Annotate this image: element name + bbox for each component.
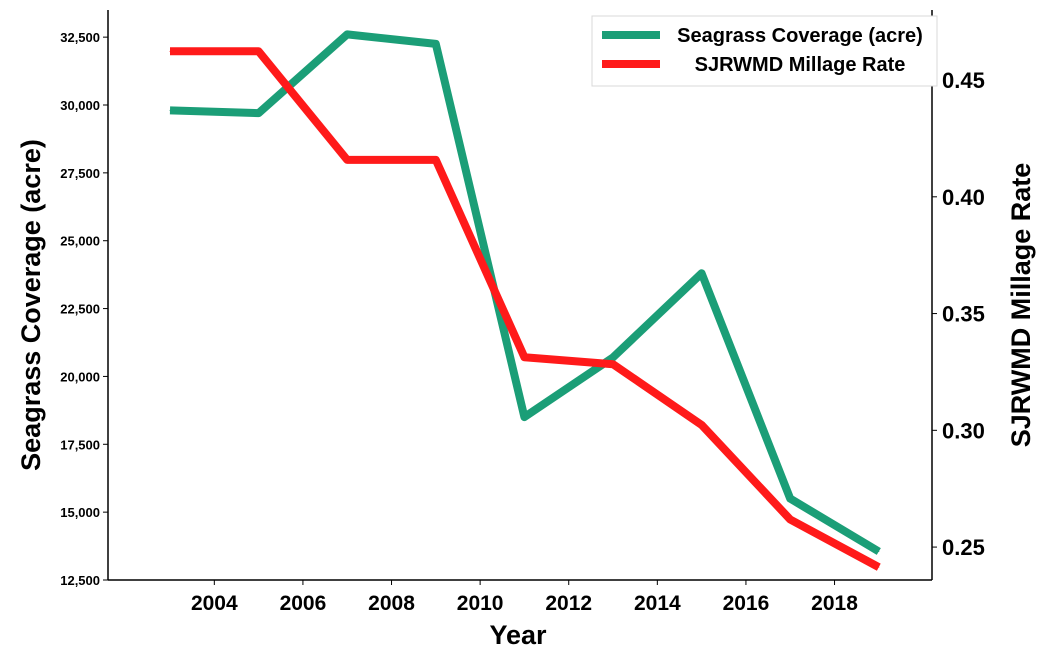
x-tick-label: 2006 (280, 592, 327, 615)
series-lines (169, 30, 881, 571)
y-left-tick-label: 27,500 (60, 166, 100, 181)
data-point (346, 159, 348, 161)
x-tick-label: 2016 (723, 592, 770, 615)
legend-box (591, 15, 938, 87)
data-point (435, 159, 437, 161)
y-left-tick-label: 30,000 (60, 98, 100, 113)
y-left-tick-label: 12,500 (60, 573, 100, 588)
y-right-tick-label: 0.35 (942, 302, 985, 327)
y-right-tick-label: 0.40 (942, 185, 985, 210)
x-tick-label: 2018 (811, 592, 858, 615)
x-tick-label: 2012 (545, 592, 592, 615)
series-line-millage-rate (170, 47, 881, 571)
y-axis-left-title: Seagrass Coverage (acre) (16, 139, 46, 471)
x-axis-title: Year (489, 620, 547, 650)
data-point (878, 551, 880, 552)
data-point (789, 519, 791, 521)
legend-label: SJRWMD Millage Rate (695, 54, 906, 76)
data-point (878, 566, 880, 568)
data-point (523, 356, 525, 358)
y-left-tick-label: 32,500 (60, 30, 100, 45)
data-point (612, 356, 614, 358)
axis-titles: Year Seagrass Coverage (acre) SJRWMD Mil… (16, 139, 1036, 650)
data-point (701, 424, 703, 426)
y-left-tick-label: 25,000 (60, 234, 100, 249)
data-point (169, 109, 171, 111)
axes (107, 10, 933, 581)
y-right-tick-label: 0.25 (942, 535, 985, 560)
x-tick-label: 2010 (457, 592, 504, 615)
x-tick-label: 2004 (191, 592, 238, 615)
data-point (346, 33, 348, 35)
data-point (612, 363, 614, 365)
legend: Seagrass Coverage (acre) SJRWMD Millage R… (591, 15, 938, 87)
y-left-tick-label: 17,500 (60, 437, 100, 452)
data-point (169, 50, 171, 52)
data-point (258, 50, 260, 52)
data-point (789, 498, 791, 500)
data-point (258, 112, 260, 114)
data-point (523, 416, 525, 418)
y-left-tick-label: 20,000 (60, 369, 100, 384)
tick-labels: 12,500 15,000 17,500 20,000 22,500 25,000 27,5… (60, 30, 985, 615)
y-axis-right-title: SJRWMD Millage Rate (1006, 163, 1036, 448)
data-point (435, 43, 437, 45)
y-right-tick-label: 0.30 (942, 418, 985, 443)
x-tick-label: 2008 (368, 592, 415, 615)
y-right-tick-label: 0.45 (942, 68, 985, 93)
legend-label: Seagrass Coverage (acre) (677, 25, 923, 47)
series-line-seagrass-coverage (169, 30, 881, 555)
data-point (701, 272, 703, 274)
x-tick-label: 2014 (634, 592, 681, 615)
y-left-tick-label: 22,500 (60, 302, 100, 317)
y-left-tick-label: 15,000 (60, 505, 100, 520)
